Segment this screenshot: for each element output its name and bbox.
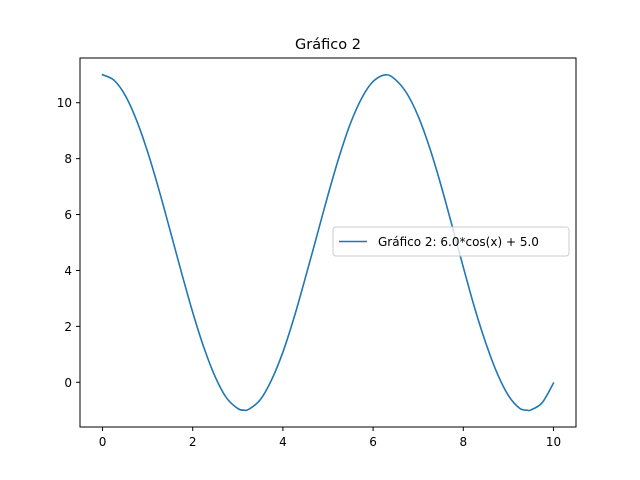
x-tick-label: 6 [369,435,377,449]
y-tick-label: 10 [57,96,72,110]
legend-box [332,226,570,257]
x-tick-label: 2 [189,435,197,449]
x-tick-label: 0 [99,435,107,449]
x-tick-label: 10 [546,435,561,449]
chart-title: Gráfico 2 [295,37,361,53]
x-tick-label: 4 [279,435,287,449]
y-tick-label: 0 [64,376,72,390]
plot-area [101,73,555,412]
legend-label-0: Gráfico 2: 6.0*cos(x) + 5.0 [378,235,539,249]
y-tick-label: 8 [64,152,72,166]
axis-ticks: 0 2 4 6 8 10 0 2 4 6 8 10 [57,96,561,449]
y-tick-label: 6 [64,208,72,222]
legend: Gráfico 2: 6.0*cos(x) + 5.0 [332,226,570,257]
axes-frame [79,57,577,428]
y-tick-label: 2 [64,320,72,334]
series-line-0 [101,73,555,412]
x-tick-label: 8 [459,435,467,449]
y-tick-label: 4 [64,264,72,278]
